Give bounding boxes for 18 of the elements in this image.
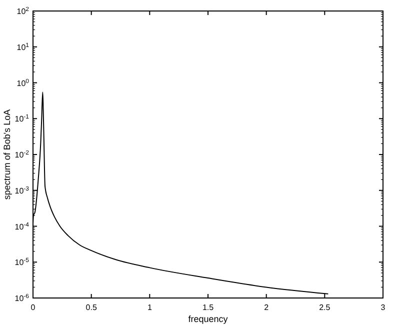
x-tick-label: 0.5 (86, 303, 98, 312)
y-tick-label: 10$^{-2}$ (14, 150, 30, 160)
x-tick-label: 2 (264, 303, 270, 312)
y-tick-label: 10$^{-5}$ (14, 257, 30, 268)
y-tick-label: 10$^{-3}$ (14, 185, 30, 196)
y-tick-label: 10$^{-4}$ (14, 221, 30, 232)
x-tick-label: 1.5 (202, 303, 214, 312)
y-tick-label: 10$^{2}$ (16, 6, 30, 16)
y-axis-title: spectrum of Bob's LoA (2, 109, 12, 200)
x-tick-label: 3 (380, 303, 386, 312)
x-tick-label: 0 (30, 303, 36, 312)
x-axis-title: frequency (188, 314, 228, 324)
x-tick-label: 2.5 (319, 303, 331, 312)
y-tick-label: 10$^{1}$ (16, 42, 30, 52)
y-tick-label: 10$^{-1}$ (14, 114, 30, 124)
y-tick-label: 10$^{-6}$ (14, 293, 30, 303)
y-tick-label: 10$^{0}$ (16, 78, 30, 88)
x-tick-label: 1 (147, 303, 152, 312)
